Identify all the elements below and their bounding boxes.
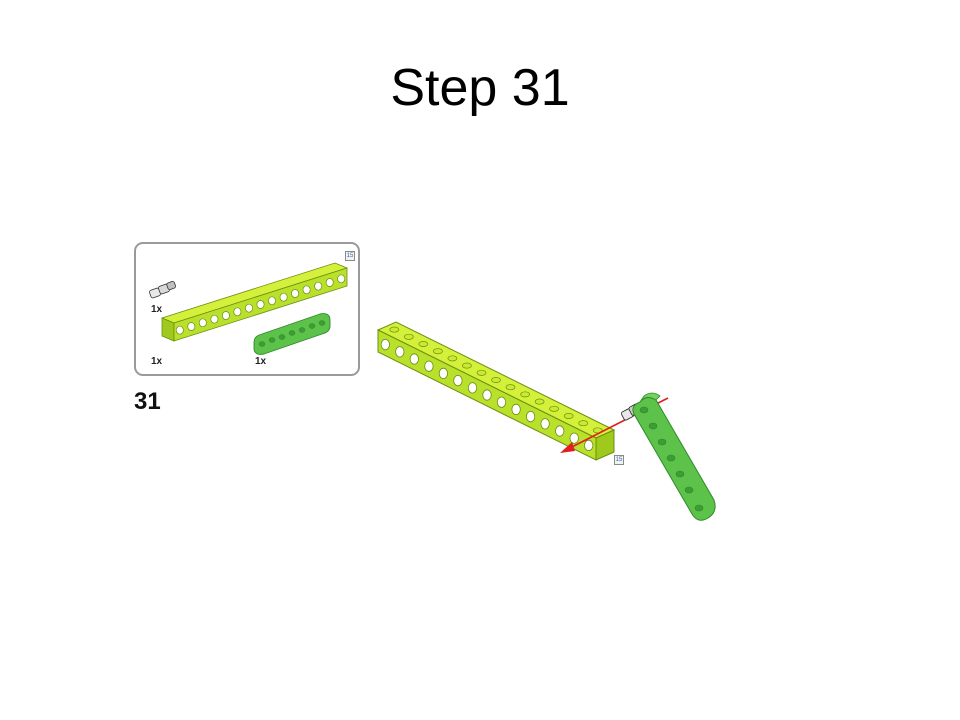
beam-stud: [563, 413, 574, 419]
part-qty-pin: 1x: [151, 304, 163, 315]
beam-hole: [325, 278, 334, 287]
beam-stud: [505, 384, 516, 391]
beam-hole: [424, 360, 434, 372]
lime-beam-part-icon: [160, 262, 349, 342]
beam-stud: [491, 377, 501, 383]
beam-hole: [221, 311, 230, 320]
green-liftarm-part-icon: [253, 313, 331, 355]
beam-hole: [245, 303, 253, 313]
beam-hole: [409, 353, 419, 365]
beam-hole: [233, 307, 242, 317]
beam-hole: [569, 432, 579, 444]
page-title: Step 31: [390, 59, 570, 117]
beam-stud: [578, 420, 589, 427]
beam-stud: [403, 333, 414, 340]
beam-hole: [482, 389, 492, 401]
beam-hole: [467, 382, 478, 394]
beam-stud: [476, 369, 487, 376]
beam-hole: [438, 367, 448, 379]
lime-beam-main: [376, 321, 616, 461]
green-liftarm-main: [632, 392, 716, 521]
part-qty-liftarm: 1x: [255, 356, 267, 367]
beam-hole: [210, 314, 219, 324]
beam-hole: [525, 410, 536, 423]
beam-hole: [175, 325, 184, 335]
scale-badge: 15: [345, 251, 355, 261]
beam-hole: [540, 418, 550, 430]
beam-hole: [291, 289, 300, 298]
beam-hole: [256, 300, 265, 309]
step-number: 31: [134, 388, 161, 415]
beam-stud: [520, 391, 530, 398]
beam-stud: [418, 341, 429, 347]
beam-stud: [549, 405, 559, 412]
beam-hole: [496, 396, 507, 408]
beam-hole: [511, 403, 521, 415]
beam-stud: [447, 355, 458, 362]
beam-hole: [395, 346, 405, 358]
scale-badge-main: 15: [614, 455, 624, 465]
beam-hole: [337, 274, 346, 284]
beam-hole: [268, 296, 276, 306]
beam-hole: [302, 285, 311, 295]
beam-hole: [314, 281, 323, 291]
beam-hole: [453, 374, 463, 387]
beam-hole: [279, 292, 288, 302]
beam-stud: [389, 326, 400, 333]
beam-hole: [380, 338, 390, 351]
part-qty-beam: 1x: [151, 356, 163, 367]
beam-hole: [198, 318, 207, 328]
beam-hole: [584, 439, 594, 451]
beam-stud: [462, 362, 472, 369]
beam-hole: [187, 322, 196, 331]
pin-part-icon: [149, 280, 176, 299]
beam-stud: [433, 348, 443, 355]
beam-hole: [555, 425, 565, 437]
beam-stud: [534, 398, 545, 405]
